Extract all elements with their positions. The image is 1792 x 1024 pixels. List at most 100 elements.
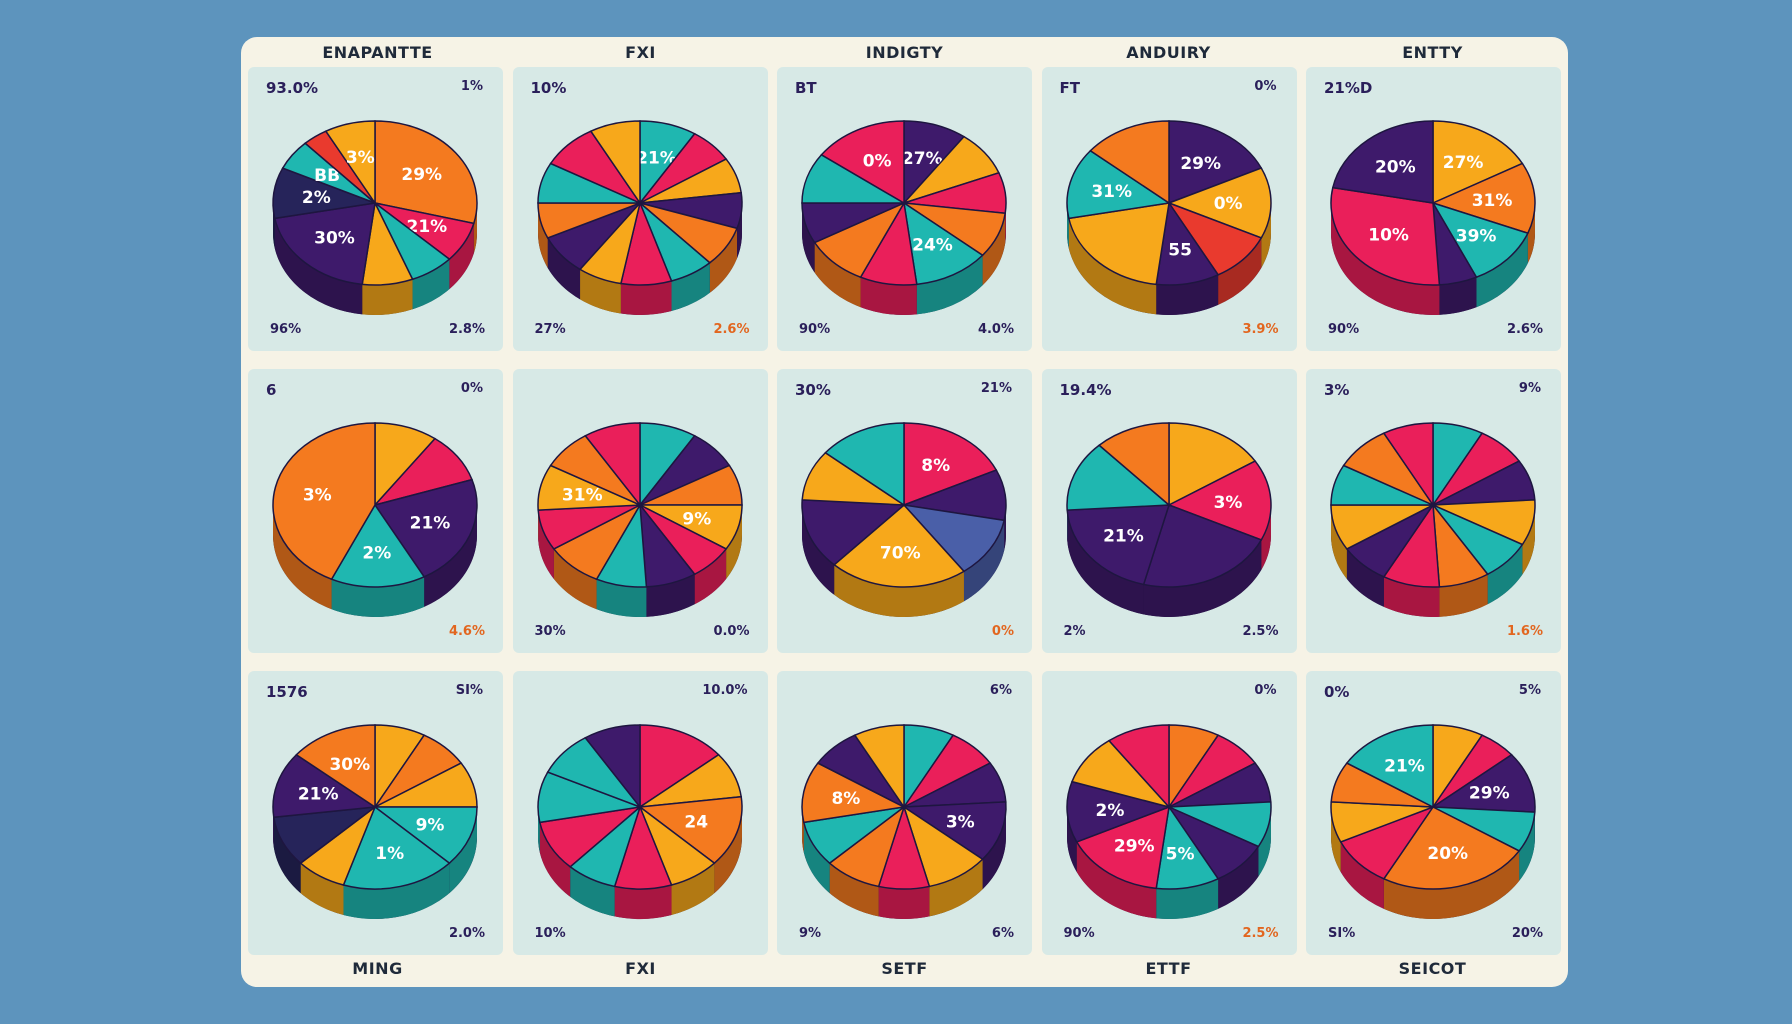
pie-slice <box>638 724 720 809</box>
column-title-2: FXI <box>625 43 656 62</box>
pie-slice-side <box>802 203 815 273</box>
pie-slice-side <box>694 548 726 605</box>
corner-label-bottom-left: 2% <box>1063 624 1086 639</box>
slice-label: 21% <box>298 785 339 805</box>
pie-slice-side <box>553 548 597 610</box>
slice-label: 9% <box>682 509 711 529</box>
pie-slice <box>1065 780 1171 843</box>
pie-panel: 29% 20% 21% 0% 5% SI% 20% <box>1306 671 1561 955</box>
pie-slice-side <box>709 228 737 293</box>
pie-slice-side <box>424 505 477 607</box>
pie-slice <box>1065 149 1171 220</box>
pie-slice-side <box>916 255 983 315</box>
pie-slice-side <box>645 574 695 617</box>
pie-slice-side <box>671 863 714 915</box>
corner-label-bottom-right: 20% <box>1511 926 1543 941</box>
corner-label-top-right: 0% <box>460 381 483 396</box>
corner-label-bottom-left: 90% <box>799 322 831 337</box>
footer-title-4: ETTF <box>1145 959 1192 978</box>
corner-label-bottom-right: 2.0% <box>448 926 485 941</box>
pie-slice <box>832 503 966 588</box>
pie-slice-side <box>829 863 879 917</box>
footer-title-1: MING <box>352 959 403 978</box>
pie-slice-side <box>1476 233 1528 308</box>
pie-panel: 3% 21% 19.4% 2% 2.5% <box>1041 369 1297 653</box>
pie-panel: 9% 31% 30% 0.0% <box>512 369 768 653</box>
pie-slice-side <box>412 259 450 310</box>
corner-label-top-left: FT <box>1059 79 1080 97</box>
pie-slice <box>324 120 376 206</box>
pie-panel: 24 10.0% 10% <box>512 671 768 955</box>
pie-slice-side <box>1066 807 1077 872</box>
pie-slice-side <box>929 859 983 917</box>
pie-slice <box>801 762 907 824</box>
slice-label: 10% <box>1368 225 1409 245</box>
pie-panel: 3% 8% 6% 9% 6% <box>777 671 1032 955</box>
pie-slice <box>1330 186 1441 286</box>
pie-chart: 8% 70% <box>801 422 1007 617</box>
corner-label-bottom-right: 0% <box>991 624 1014 639</box>
slice-label: 31% <box>1472 191 1513 211</box>
pie-panel: 27% 31% 39% 10% 20% 21%D 90% 2.6% <box>1306 67 1561 351</box>
pie-slice-side <box>620 280 672 315</box>
corner-label-bottom-left: 90% <box>1328 322 1360 337</box>
pie-panel: 3% 9% 1.6% <box>1306 369 1561 653</box>
pie-chart: 29% 20% 21% <box>1330 724 1536 919</box>
slice-label: 3% <box>1213 493 1242 513</box>
corner-label-top-right: 1% <box>460 79 483 94</box>
pie-slice-side <box>982 807 1006 890</box>
pie-slice-side <box>1068 218 1156 315</box>
pie-slice-side <box>343 863 450 919</box>
slice-label: 21% <box>406 217 447 237</box>
corner-label-bottom-left: 27% <box>534 322 566 337</box>
pie-slice-side <box>596 579 646 617</box>
corner-label-bottom-left: 10% <box>534 926 566 941</box>
column-title-1: ENAPANTTE <box>322 43 433 62</box>
slice-label: 21% <box>1384 756 1425 776</box>
pie-slice <box>637 795 743 865</box>
pie-slice-side <box>1257 807 1271 877</box>
column-title-4: ANDUIRY <box>1126 43 1211 62</box>
slice-label: 8% <box>921 456 950 476</box>
pie-slice-side <box>860 277 917 315</box>
pie-slice-side <box>273 817 301 894</box>
pie-slice <box>1075 805 1170 890</box>
pie-slice-side <box>1155 878 1218 919</box>
slice-label: 70% <box>880 543 921 563</box>
slice-label: 8% <box>831 789 860 809</box>
corner-label-top-right: 0% <box>1254 79 1277 94</box>
pie-slice-side <box>579 269 621 314</box>
pie-slice <box>1142 504 1262 588</box>
slice-label: 5% <box>1165 845 1194 865</box>
pie-slice <box>1166 167 1272 239</box>
pie-slice-side <box>1527 203 1535 264</box>
pie-panel: 9% 1% 21% 30% 1576 SI% 2.0% <box>248 671 503 955</box>
corner-label-bottom-right: 2.6% <box>1506 322 1543 337</box>
slice-label: 55 <box>1168 241 1192 261</box>
pie-slice <box>1067 202 1170 286</box>
pie-slice-side <box>1155 274 1218 315</box>
pie-slice <box>1382 422 1434 508</box>
slice-label: 39% <box>1456 227 1497 247</box>
slice-label: 0% <box>1213 194 1242 214</box>
pie-chart: 5% 29% 2% <box>1065 724 1272 919</box>
pie-slice <box>1166 460 1272 541</box>
corner-label-bottom-right: 4.6% <box>448 624 485 639</box>
pie-slice-side <box>878 886 930 919</box>
corner-label-bottom-right: 4.0% <box>977 322 1014 337</box>
corner-label-top-right: 0% <box>1254 683 1277 698</box>
corner-label-bottom-left: SI% <box>1328 926 1356 941</box>
corner-label-bottom-left: 96% <box>270 322 302 337</box>
pie-slice <box>1430 753 1536 813</box>
slice-label: 31% <box>1091 182 1132 202</box>
pie-slice <box>272 753 378 819</box>
corner-label-bottom-right: 3.9% <box>1242 322 1279 337</box>
pie-chart: 29% 0% 55 31% <box>1065 120 1272 315</box>
corner-label-bottom-left: 30% <box>534 624 566 639</box>
pie-slice-side <box>1331 505 1347 579</box>
pie-slice <box>272 422 376 581</box>
pie-chart <box>1330 422 1536 617</box>
corner-label-top-right: 5% <box>1518 683 1541 698</box>
slice-label: 29% <box>401 165 442 185</box>
pie-chart-grid: 29% 21% 30% 2% BB 3% 93.0% 1% 96% 2.8% 21% 10% 27% 2.… <box>248 67 1561 955</box>
